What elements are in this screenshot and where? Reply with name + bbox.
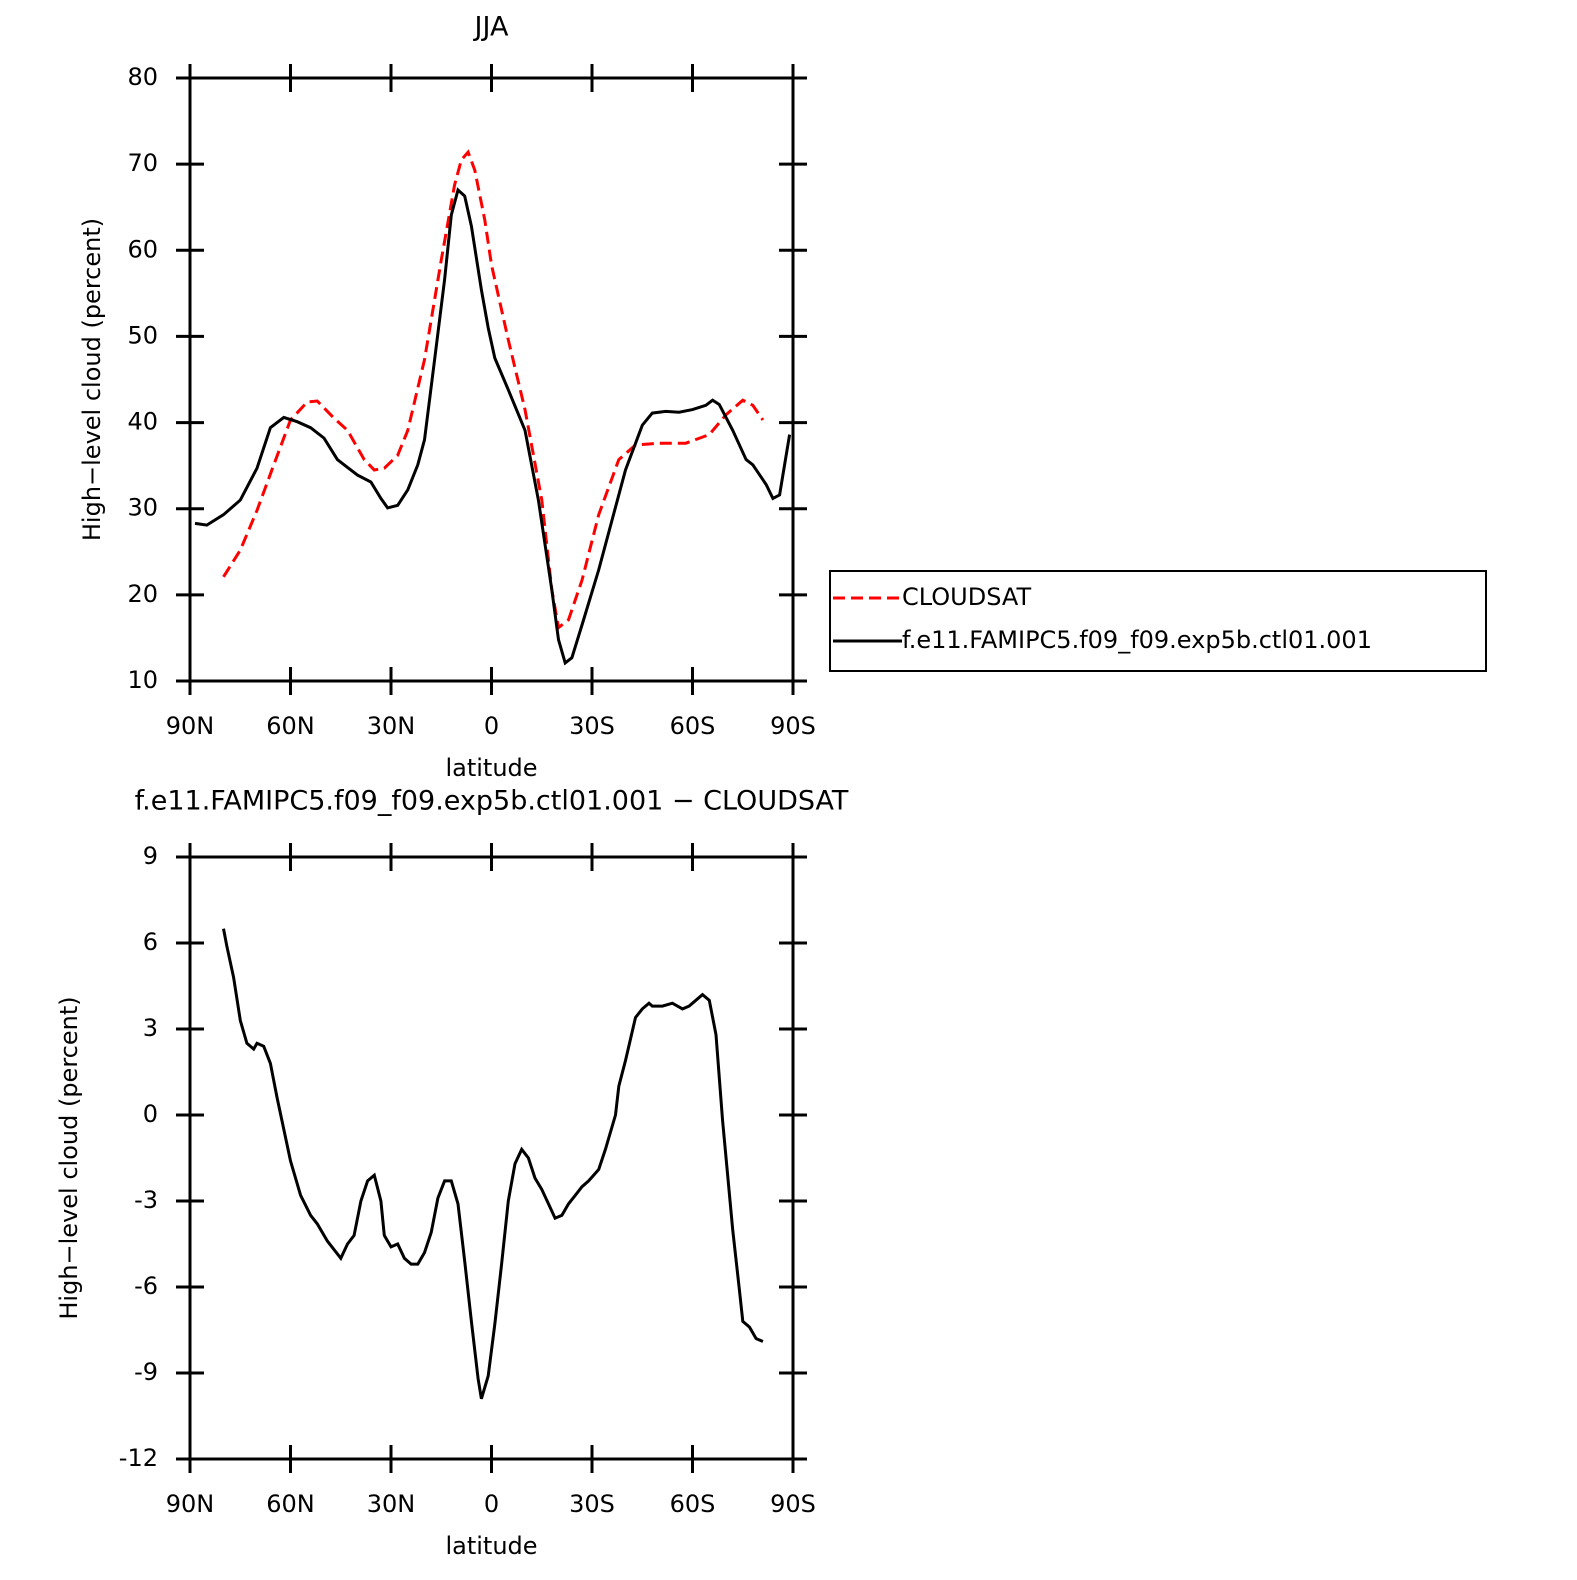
y-tick-label: 50 — [127, 321, 158, 349]
y-tick-label: 70 — [127, 149, 158, 177]
legend-box — [829, 570, 1487, 672]
x-tick-label: 60S — [670, 712, 716, 740]
plot-frame — [188, 76, 795, 683]
chart-title: f.e11.FAMIPC5.f09_f09.exp5b.ctl01.001 − … — [135, 786, 849, 817]
y-tick-label: 30 — [127, 494, 158, 522]
x-tick-label: 0 — [484, 1490, 499, 1518]
x-tick-label: 0 — [484, 712, 499, 740]
data-line — [194, 187, 792, 666]
x-tick-label: 30S — [569, 712, 615, 740]
y-tick-label: 20 — [127, 580, 158, 608]
x-axis-label: latitude — [445, 1532, 537, 1560]
y-tick-label: 10 — [127, 666, 158, 694]
data-line — [222, 928, 764, 1400]
y-tick-label: -12 — [119, 1444, 158, 1472]
y-tick-label: -3 — [134, 1186, 158, 1214]
x-axis-label: latitude — [445, 754, 537, 782]
x-tick-label: 30S — [569, 1490, 615, 1518]
y-tick-label: 6 — [143, 928, 158, 956]
x-tick-label: 90S — [770, 712, 816, 740]
y-tick-label: 80 — [127, 63, 158, 91]
data-line — [222, 149, 765, 631]
x-tick-label: 30N — [367, 1490, 416, 1518]
y-tick-label: 40 — [127, 408, 158, 436]
plot-frame — [188, 855, 795, 1461]
chart-title: JJA — [473, 12, 509, 43]
y-axis-label: High−level cloud (percent) — [55, 996, 83, 1319]
y-tick-label: 0 — [143, 1100, 158, 1128]
y-axis-label: High−level cloud (percent) — [78, 218, 106, 541]
y-tick-label: 9 — [143, 842, 158, 870]
y-tick-label: 3 — [143, 1014, 158, 1042]
x-tick-label: 90N — [166, 1490, 215, 1518]
y-tick-label: -9 — [134, 1358, 158, 1386]
legend-label: CLOUDSAT — [902, 583, 1031, 611]
x-tick-label: 90S — [770, 1490, 816, 1518]
legend-label: f.e11.FAMIPC5.f09_f09.exp5b.ctl01.001 — [902, 626, 1372, 654]
y-tick-label: -6 — [134, 1272, 158, 1300]
x-tick-label: 60N — [266, 712, 315, 740]
y-tick-label: 60 — [127, 235, 158, 263]
x-tick-label: 60N — [266, 1490, 315, 1518]
x-tick-label: 90N — [166, 712, 215, 740]
x-tick-label: 60S — [670, 1490, 716, 1518]
x-tick-label: 30N — [367, 712, 416, 740]
